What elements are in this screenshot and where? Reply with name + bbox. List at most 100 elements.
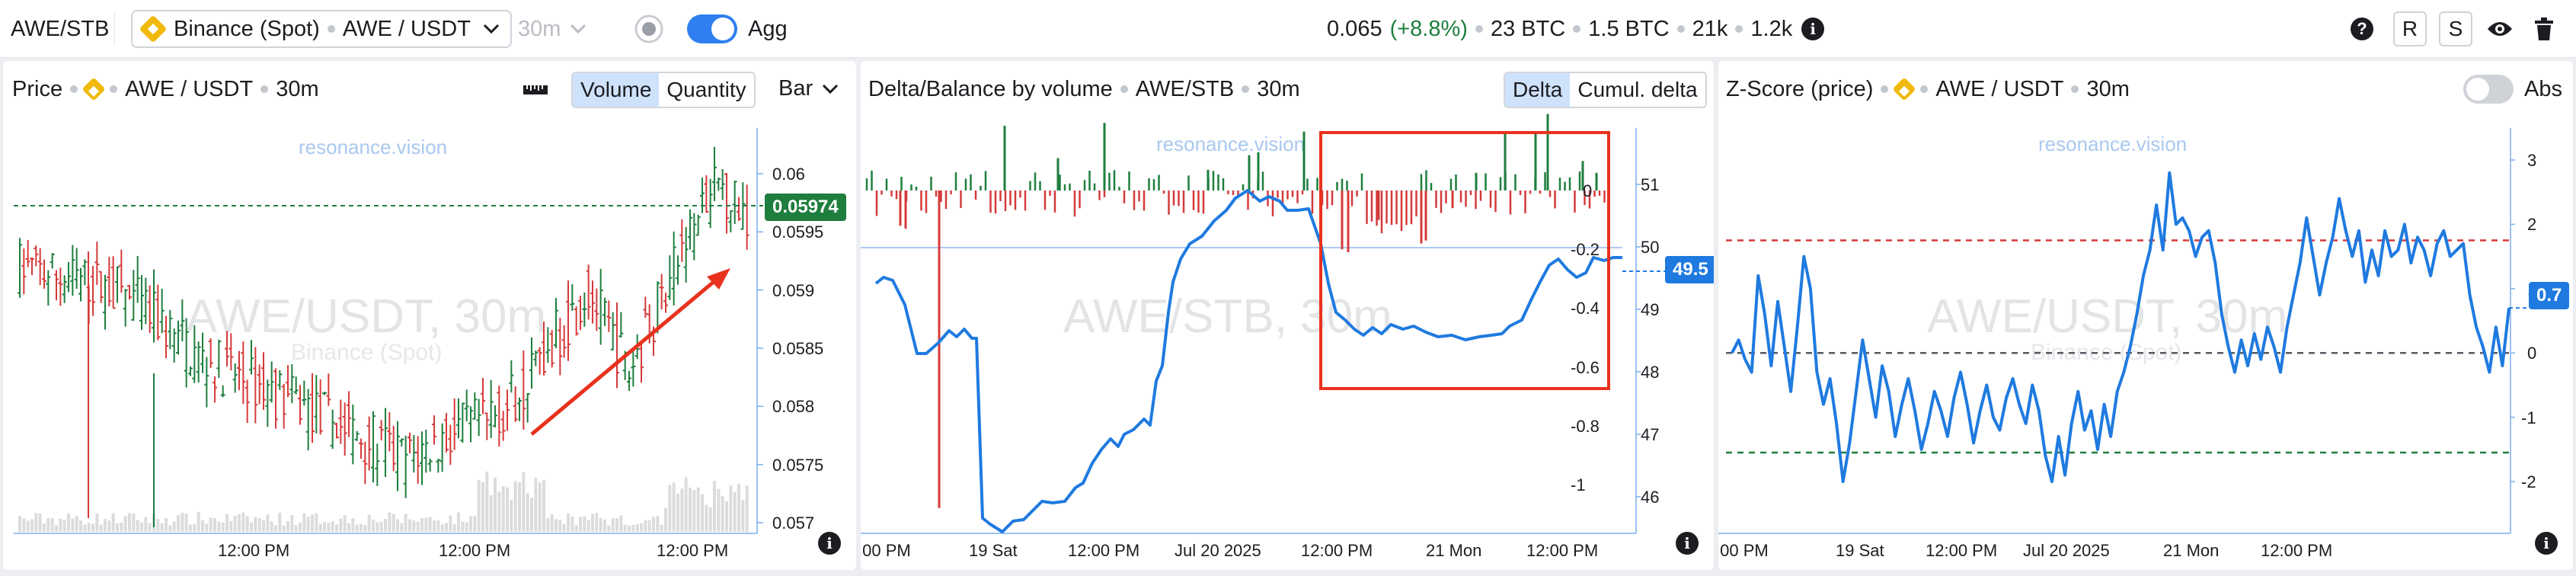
help-button[interactable]: ? (2351, 0, 2373, 58)
stat-count: 21k (1692, 16, 1728, 41)
volume-bar (123, 516, 127, 532)
zscore-panel: Z-Score (price) AWE / USDT 30m Abs reson… (1718, 61, 2573, 570)
volume-bar (62, 520, 66, 532)
visibility-button[interactable] (2486, 0, 2514, 58)
volume-bar (689, 488, 692, 532)
dot-separator (2071, 85, 2079, 93)
dot-separator (1920, 85, 1929, 93)
volume-bar (481, 482, 484, 532)
volume-bar (257, 517, 261, 532)
volume-bar (132, 514, 136, 532)
volume-bar (209, 517, 213, 532)
y-tick: -1 (2521, 408, 2536, 427)
toggle-switch[interactable] (687, 14, 737, 43)
zscore-chart[interactable] (1718, 61, 2573, 570)
volume-bar (526, 492, 529, 532)
volume-bar (331, 521, 334, 532)
delta-mode-toggle[interactable]: Delta Cumul. delta (1504, 72, 1707, 108)
volume-bar (274, 525, 277, 532)
volume-bar (635, 523, 639, 532)
quantity-option[interactable]: Quantity (666, 78, 746, 101)
x-tick: 12:00 PM (1526, 541, 1599, 560)
volume-bar (574, 524, 578, 532)
volume-bar (705, 505, 708, 532)
x-tick: Jul 20 2025 (1175, 541, 1261, 560)
volume-bar (160, 523, 164, 532)
volume-bar (668, 485, 672, 532)
volume-bar (87, 523, 91, 532)
left-axis-tick: -0.4 (1571, 299, 1600, 318)
x-tick: 21 Mon (1426, 541, 1482, 560)
x-tick: 12:00 PM (218, 541, 290, 560)
delete-button[interactable] (2533, 0, 2555, 58)
volume-bar (680, 488, 684, 532)
s-button[interactable]: S (2439, 11, 2472, 46)
y-tick: 0.0595 (772, 222, 824, 242)
volume-bar (128, 513, 131, 532)
dot-separator (1475, 25, 1483, 33)
abs-toggle[interactable]: Abs (2463, 75, 2562, 104)
chart-type-selector[interactable]: Bar (778, 76, 839, 101)
delta-panel: Delta/Balance by volume AWE/STB 30m Delt… (861, 61, 1714, 570)
top-toolbar: AWE/STB Binance (Spot) AWE / USDT 30m Ag… (0, 0, 2576, 58)
chart-watermark-sub: Binance (Spot) (291, 340, 443, 365)
volume-bar (513, 481, 517, 532)
volume-quantity-toggle[interactable]: Volume Quantity (571, 72, 756, 108)
y-tick: 0.06 (772, 165, 805, 184)
volume-bar (71, 518, 75, 532)
volume-bar (91, 523, 94, 532)
volume-bar (327, 523, 331, 532)
exchange-label: Binance (Spot) (174, 16, 320, 41)
y-tick: 0.058 (772, 397, 815, 417)
volume-bar (506, 487, 509, 532)
price-chart[interactable] (3, 61, 856, 570)
y-tick: 2 (2527, 215, 2537, 235)
volume-bar (168, 525, 172, 532)
delta-chart[interactable] (861, 61, 1714, 570)
volume-bar (725, 501, 728, 532)
divider (114, 12, 115, 46)
pair-label[interactable]: AWE/STB (11, 16, 110, 41)
volume-option[interactable]: Volume (573, 73, 660, 107)
delta-option[interactable]: Delta (1505, 73, 1571, 107)
panel-interval: 30m (1257, 76, 1300, 101)
price-panel: Price AWE / USDT 30m Volume Quantity Bar… (3, 61, 856, 570)
volume-bar (599, 517, 602, 532)
volume-bar (278, 512, 282, 532)
info-icon[interactable]: i (818, 532, 841, 555)
trash-icon (2535, 18, 2553, 40)
volume-bar (376, 522, 379, 532)
volume-bar (696, 487, 700, 532)
y-tick: 0.057 (772, 514, 815, 533)
volume-bar (396, 519, 399, 532)
volume-bar (631, 525, 635, 532)
toggle-switch[interactable] (2463, 75, 2514, 104)
volume-bar (286, 521, 289, 532)
interval-selector[interactable]: 30m (518, 0, 586, 58)
volume-bar (290, 515, 294, 532)
volume-bar (660, 524, 663, 532)
volume-bar (266, 514, 270, 532)
ruler-icon[interactable] (523, 82, 548, 96)
agg-toggle[interactable]: Agg (687, 0, 788, 58)
info-icon[interactable]: i (1676, 532, 1699, 555)
interval-label: 30m (518, 16, 561, 41)
volume-bar (156, 519, 160, 532)
r-button[interactable]: R (2393, 11, 2427, 46)
volume-bar (570, 516, 574, 532)
volume-bar (595, 513, 599, 532)
panel-title: Delta/Balance by volume (868, 76, 1113, 101)
volume-bar (323, 522, 326, 532)
info-icon[interactable]: i (2535, 532, 2558, 555)
volume-bar (676, 493, 679, 532)
record-button[interactable] (634, 0, 664, 58)
symbol-selector[interactable]: Binance (Spot) AWE / USDT (131, 10, 512, 48)
volume-bar (201, 520, 204, 532)
cumul-delta-option[interactable]: Cumul. delta (1577, 78, 1698, 101)
info-icon[interactable]: i (1801, 18, 1825, 40)
right-axis-tick: 49 (1641, 300, 1660, 319)
volume-bar (400, 523, 404, 532)
right-axis-tick: 50 (1641, 238, 1660, 257)
volume-bar (591, 514, 594, 532)
volume-bar (50, 517, 54, 532)
